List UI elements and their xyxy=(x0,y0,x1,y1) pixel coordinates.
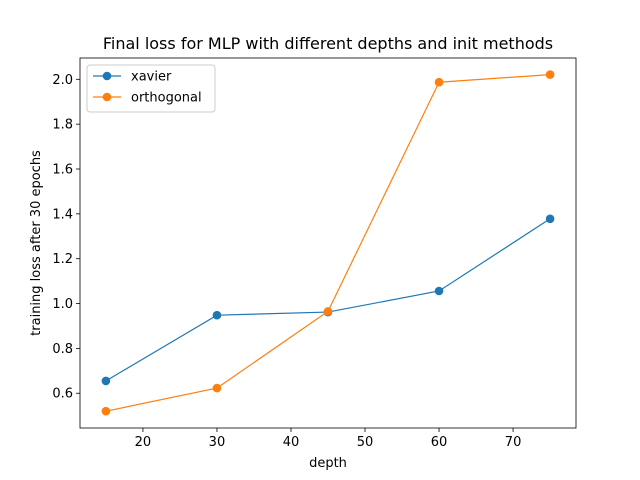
y-tick-label: 1.0 xyxy=(52,297,73,312)
chart-title: Final loss for MLP with different depths… xyxy=(103,34,553,53)
data-point-orthogonal xyxy=(545,70,555,79)
data-point-orthogonal xyxy=(101,406,111,416)
x-tick-label: 60 xyxy=(431,435,448,450)
x-axis-label: depth xyxy=(309,456,347,471)
legend-marker-orthogonal xyxy=(102,92,112,102)
y-tick-label: 1.6 xyxy=(52,163,73,178)
y-tick-label: 0.6 xyxy=(52,387,73,402)
plot-frame xyxy=(79,57,577,429)
y-tick-label: 2.0 xyxy=(52,73,73,88)
y-tick-label: 1.2 xyxy=(52,252,73,267)
y-tick-label: 0.8 xyxy=(52,342,73,357)
data-point-orthogonal xyxy=(212,383,222,393)
legend-marker-xavier xyxy=(102,71,112,81)
y-axis: 0.6 0.8 1.0 1.2 1.4 1.6 1.8 2.0 xyxy=(52,73,80,402)
y-tick-label: 1.4 xyxy=(52,207,73,222)
series-line-orthogonal xyxy=(105,73,551,412)
y-axis-label: training loss after 30 epochs xyxy=(29,150,44,336)
y-tick-label: 1.8 xyxy=(52,118,73,133)
x-tick-label: 50 xyxy=(357,435,374,450)
data-point-orthogonal xyxy=(323,307,333,316)
legend-label-xavier: xavier xyxy=(131,70,172,85)
legend-label-orthogonal: orthogonal xyxy=(131,91,202,106)
legend: xavier orthogonal xyxy=(86,64,216,113)
x-tick-label: 20 xyxy=(135,435,152,450)
x-tick-label: 40 xyxy=(283,435,300,450)
x-tick-label: 70 xyxy=(505,435,522,450)
x-tick-label: 30 xyxy=(209,435,226,450)
data-point-xavier xyxy=(101,376,111,386)
data-point-xavier xyxy=(545,214,555,224)
legend-box xyxy=(86,64,216,113)
data-point-orthogonal xyxy=(434,77,444,87)
data-point-xavier xyxy=(434,286,444,296)
plot-area xyxy=(101,70,555,416)
series-line-xavier xyxy=(105,218,551,382)
x-axis: 20 30 40 50 60 70 xyxy=(135,428,522,450)
data-point-xavier xyxy=(212,310,222,320)
